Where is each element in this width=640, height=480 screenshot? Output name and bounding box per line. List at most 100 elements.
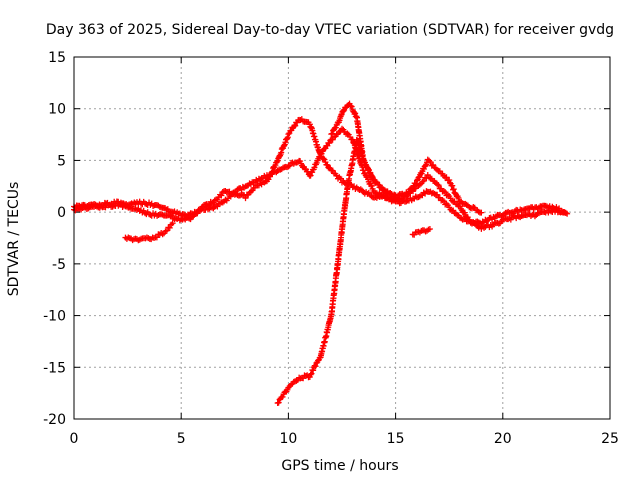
data-point [474, 218, 481, 225]
data-point [419, 178, 426, 185]
data-point [368, 182, 375, 189]
data-point [535, 210, 542, 217]
y-tick-labels: -20 -15 -10 -5 0 5 10 15 [43, 50, 66, 428]
data-point [450, 207, 457, 214]
data-point [347, 102, 354, 109]
data-point [320, 155, 327, 162]
data-point [364, 190, 371, 197]
data-point [431, 190, 438, 197]
data-point [449, 182, 456, 189]
data-point [159, 211, 166, 218]
y-tick-label: -10 [43, 309, 66, 325]
data-point [461, 209, 468, 216]
data-point [387, 190, 394, 197]
data-point [446, 177, 453, 184]
data-point [285, 131, 292, 138]
data-point [332, 124, 339, 131]
data-point [455, 194, 462, 201]
data-point [427, 159, 434, 166]
data-point [475, 208, 482, 215]
y-tick-label: 15 [48, 50, 66, 66]
data-point [348, 103, 355, 110]
series-track-b [71, 116, 571, 227]
plot-frame [73, 56, 611, 420]
data-point [434, 166, 441, 173]
data-point [434, 191, 441, 198]
data-point [357, 186, 364, 193]
data-point [273, 159, 280, 166]
data-point [470, 203, 477, 210]
y-axis-label: SDTVAR / TECUs [6, 182, 22, 297]
data-point [269, 168, 276, 175]
data-point [443, 174, 450, 181]
x-tick-label: 5 [177, 431, 186, 447]
data-point [339, 125, 345, 132]
data-point [507, 209, 514, 216]
x-axis-label: GPS time / hours [281, 458, 398, 474]
data-point [443, 192, 450, 199]
data-point [475, 224, 482, 231]
data-layer [71, 100, 571, 407]
data-point [329, 136, 336, 143]
data-point [279, 393, 286, 400]
data-point [442, 201, 449, 208]
data-point [426, 226, 433, 233]
data-point [422, 162, 429, 169]
data-point [450, 186, 457, 193]
data-point [219, 199, 226, 206]
y-tick-label: 0 [57, 205, 66, 221]
data-point [365, 165, 372, 172]
chart-title: Day 363 of 2025, Sidereal Day-to-day VTE… [46, 22, 614, 38]
data-point [168, 221, 175, 228]
x-tick-label: 10 [279, 431, 297, 447]
data-point [285, 163, 292, 170]
data-point [206, 202, 213, 209]
data-point [434, 181, 441, 188]
series-track-d [328, 100, 485, 216]
data-point [142, 210, 149, 217]
x-tick-label: 15 [387, 431, 405, 447]
data-point [286, 162, 293, 169]
data-point [329, 130, 336, 137]
data-point [459, 200, 466, 207]
data-point [412, 180, 419, 187]
data-point [308, 370, 315, 377]
x-tick-label: 25 [601, 431, 619, 447]
data-point [310, 367, 317, 374]
data-point [312, 363, 319, 370]
data-point [553, 204, 560, 211]
data-point [523, 212, 530, 219]
data-point [268, 169, 275, 176]
data-point [483, 218, 490, 225]
data-point [564, 210, 571, 217]
data-point [367, 169, 374, 176]
data-point [150, 202, 157, 209]
data-point [293, 377, 300, 384]
data-point [420, 177, 427, 184]
data-point [163, 227, 170, 234]
data-point [376, 182, 383, 189]
data-point [440, 188, 447, 195]
data-point [478, 209, 485, 216]
data-point [188, 214, 195, 221]
y-tick-label: 10 [48, 102, 66, 118]
data-point [218, 192, 225, 199]
data-point [448, 197, 455, 204]
y-tick-label: 5 [57, 153, 66, 169]
data-point [329, 167, 336, 174]
data-point [153, 234, 160, 241]
y-tick-label: -20 [43, 412, 66, 428]
data-point [214, 203, 221, 210]
series-track-f [409, 226, 433, 238]
data-point [275, 399, 282, 406]
data-point [351, 183, 358, 190]
data-point [307, 371, 314, 378]
data-point [288, 381, 295, 388]
data-point [368, 193, 375, 200]
data-point [550, 205, 557, 212]
x-tick-labels: 0 5 10 15 20 25 [70, 431, 619, 447]
x-tick-label: 20 [494, 431, 512, 447]
data-point [198, 206, 205, 213]
data-point [403, 198, 410, 205]
data-point [159, 231, 166, 238]
